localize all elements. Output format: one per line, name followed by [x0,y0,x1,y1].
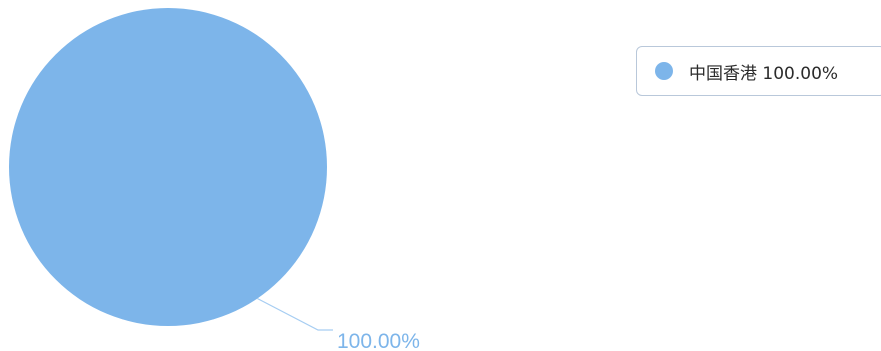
legend: 中国香港 100.00% [636,46,881,96]
legend-label: 中国香港 100.00% [689,63,839,84]
pie-slice[interactable] [9,8,327,326]
pie-leader-line [257,297,333,331]
pie-slice-label: 100.00% [337,330,420,351]
legend-swatch [655,62,673,80]
